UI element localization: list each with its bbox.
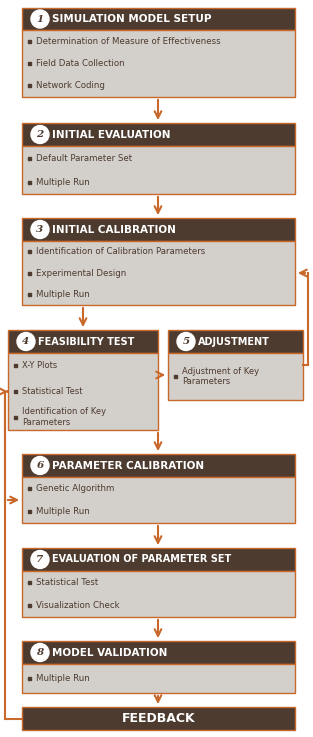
Bar bbox=[22, 123, 295, 146]
Text: PARAMETER CALIBRATION: PARAMETER CALIBRATION bbox=[52, 461, 204, 470]
Bar bbox=[28, 250, 31, 254]
Text: 6: 6 bbox=[36, 461, 44, 470]
Text: Identification of Key
Parameters: Identification of Key Parameters bbox=[22, 408, 106, 427]
Bar bbox=[22, 146, 295, 194]
Bar bbox=[22, 664, 295, 693]
Text: INITIAL CALIBRATION: INITIAL CALIBRATION bbox=[52, 225, 176, 234]
Text: 2: 2 bbox=[36, 130, 44, 139]
Bar bbox=[14, 390, 17, 393]
Bar bbox=[22, 477, 295, 523]
Bar bbox=[22, 571, 295, 617]
Text: 7: 7 bbox=[36, 555, 44, 564]
Bar bbox=[28, 510, 31, 513]
Text: Adjustment of Key
Parameters: Adjustment of Key Parameters bbox=[182, 367, 259, 386]
Text: Determination of Measure of Effectiveness: Determination of Measure of Effectivenes… bbox=[36, 37, 221, 46]
Text: INITIAL EVALUATION: INITIAL EVALUATION bbox=[52, 130, 171, 139]
Bar bbox=[22, 8, 295, 30]
Bar bbox=[28, 581, 31, 584]
Text: FEEDBACK: FEEDBACK bbox=[122, 712, 195, 725]
Bar bbox=[28, 677, 31, 680]
Bar bbox=[28, 40, 31, 43]
Text: SIMULATION MODEL SETUP: SIMULATION MODEL SETUP bbox=[52, 14, 212, 24]
Text: FEASIBILITY TEST: FEASIBILITY TEST bbox=[38, 337, 134, 346]
Text: ADJUSTMENT: ADJUSTMENT bbox=[198, 337, 270, 346]
Text: Default Parameter Set: Default Parameter Set bbox=[36, 153, 132, 162]
Text: Visualization Check: Visualization Check bbox=[36, 601, 120, 610]
Bar bbox=[28, 293, 31, 296]
Text: Experimental Design: Experimental Design bbox=[36, 268, 126, 278]
Circle shape bbox=[31, 643, 49, 662]
Bar bbox=[22, 454, 295, 477]
Circle shape bbox=[31, 125, 49, 144]
Circle shape bbox=[31, 551, 49, 568]
Text: Genetic Algorithm: Genetic Algorithm bbox=[36, 484, 114, 493]
Bar bbox=[168, 330, 303, 353]
Text: MODEL VALIDATION: MODEL VALIDATION bbox=[52, 648, 167, 657]
Bar bbox=[22, 30, 295, 97]
Bar bbox=[168, 353, 303, 400]
Text: Multiple Run: Multiple Run bbox=[36, 674, 90, 683]
Circle shape bbox=[177, 332, 195, 351]
Bar bbox=[28, 271, 31, 274]
Text: 8: 8 bbox=[36, 648, 44, 657]
Text: Multiple Run: Multiple Run bbox=[36, 178, 90, 186]
Circle shape bbox=[31, 220, 49, 239]
Text: Multiple Run: Multiple Run bbox=[36, 507, 90, 516]
Bar bbox=[14, 364, 17, 367]
Bar bbox=[28, 181, 31, 184]
Bar bbox=[22, 548, 295, 571]
Circle shape bbox=[31, 456, 49, 475]
Bar bbox=[28, 62, 31, 65]
Bar bbox=[22, 241, 295, 305]
Bar bbox=[174, 375, 177, 378]
Bar bbox=[8, 330, 158, 353]
Text: Multiple Run: Multiple Run bbox=[36, 290, 90, 298]
Bar bbox=[28, 604, 31, 607]
Text: Network Coding: Network Coding bbox=[36, 81, 105, 91]
Text: Identification of Calibration Parameters: Identification of Calibration Parameters bbox=[36, 247, 205, 256]
Text: EVALUATION OF PARAMETER SET: EVALUATION OF PARAMETER SET bbox=[52, 554, 231, 565]
Bar bbox=[22, 218, 295, 241]
Text: Statistical Test: Statistical Test bbox=[36, 578, 98, 587]
Text: 5: 5 bbox=[182, 337, 190, 346]
Text: 4: 4 bbox=[22, 337, 30, 346]
Bar bbox=[8, 353, 158, 430]
Circle shape bbox=[31, 10, 49, 28]
Text: Statistical Test: Statistical Test bbox=[22, 387, 83, 396]
Bar bbox=[22, 641, 295, 664]
Bar bbox=[28, 487, 31, 490]
Text: X-Y Plots: X-Y Plots bbox=[22, 361, 57, 370]
Text: 1: 1 bbox=[36, 15, 44, 24]
Bar bbox=[28, 84, 31, 87]
Bar bbox=[22, 707, 295, 730]
Text: 3: 3 bbox=[36, 225, 44, 234]
Bar bbox=[14, 416, 17, 419]
Circle shape bbox=[17, 332, 35, 351]
Bar bbox=[28, 156, 31, 159]
Text: Field Data Collection: Field Data Collection bbox=[36, 59, 125, 68]
